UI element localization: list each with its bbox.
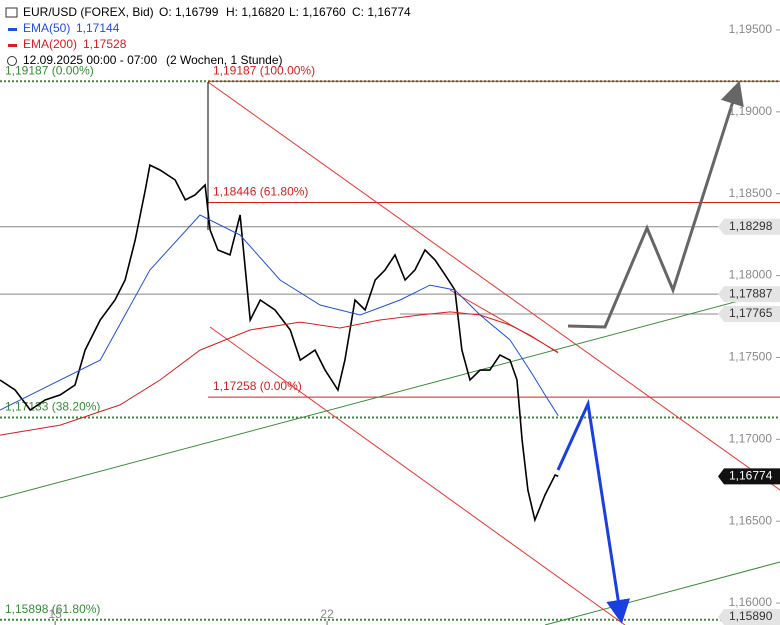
legend-swatch	[8, 44, 17, 47]
legend-swatch	[8, 28, 17, 31]
title: EUR/USD (FOREX, Bid)	[23, 5, 154, 19]
scenario-arrow	[567, 80, 744, 329]
channel-line	[209, 326, 626, 625]
price-tag	[718, 609, 780, 625]
ema-line	[0, 311, 559, 436]
y-tick-label: 1,19000	[729, 104, 773, 118]
y-tick-label: 1,18000	[729, 268, 773, 282]
price-tag-label: 1,15890	[729, 609, 773, 623]
x-tick-label: 22	[320, 607, 334, 621]
level-label: 1,17133 (38.20%)	[5, 400, 100, 414]
ohlc: H: 1,16820	[226, 5, 285, 19]
y-tick-label: 1,16500	[729, 513, 773, 527]
legend-name: EMA(200)	[23, 37, 77, 51]
y-tick-label: 1,16000	[729, 595, 773, 609]
ohlc: O: 1,16799	[159, 5, 219, 19]
legend-name: EMA(50)	[23, 21, 70, 35]
level-label: 1,19187 (0.00%)	[5, 63, 94, 77]
clock-icon	[7, 56, 17, 66]
legend-value: 1,17144	[76, 21, 120, 35]
level-label: 1,15898 (61.80%)	[5, 602, 100, 616]
price-tag	[718, 306, 780, 323]
price-tag	[718, 218, 780, 235]
y-tick-label: 1,17000	[729, 431, 773, 445]
price-tag	[718, 468, 780, 485]
period: 12.09.2025 00:00 - 07:00	[23, 53, 157, 67]
y-tick-label: 1,17500	[729, 350, 773, 364]
header: EUR/USD (FOREX, Bid) O: 1,16799 H: 1,168…	[5, 5, 411, 67]
legend-value: 1,17528	[83, 37, 127, 51]
level-label: 1,18446 (61.80%)	[213, 185, 308, 199]
trend-line	[0, 289, 780, 499]
y-tick-label: 1,18500	[729, 186, 773, 200]
price-tag-label: 1,18298	[729, 219, 773, 233]
period-note: (2 Wochen, 1 Stunde)	[166, 53, 283, 67]
x-tick-label: 15	[48, 607, 62, 621]
price-line	[0, 163, 559, 523]
price-tag-label: 1,17765	[729, 306, 773, 320]
price-tag-label: 1,17887	[729, 286, 773, 300]
ohlc: C: 1,16774	[352, 5, 411, 19]
scenario-arrow	[556, 398, 631, 624]
ema-line	[0, 214, 559, 416]
y-tick-label: 1,19500	[729, 22, 773, 36]
ohlc: L: 1,16760	[289, 5, 346, 19]
candle-icon	[5, 7, 18, 18]
level-label: 1,17258 (0.00%)	[213, 379, 302, 393]
trend-line	[544, 561, 780, 625]
level-label: 1,19187 (100.00%)	[213, 63, 315, 77]
channel-line	[207, 81, 780, 491]
price-tag-label: 1,16774	[729, 468, 773, 482]
price-tag	[718, 286, 780, 303]
